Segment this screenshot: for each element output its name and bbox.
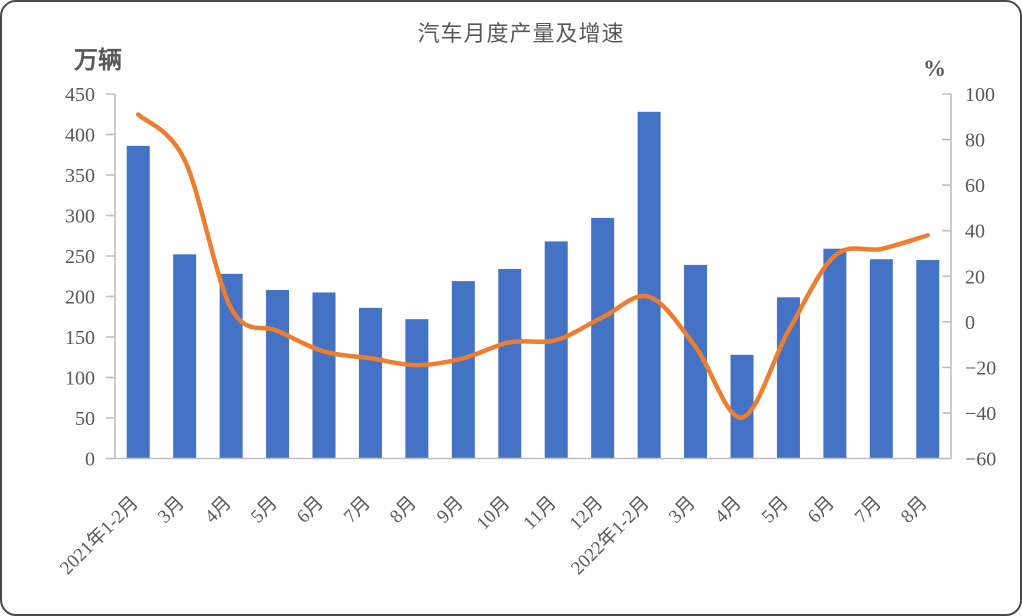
- production-bar: [869, 259, 893, 459]
- right-axis-tick-label: −20: [965, 357, 996, 379]
- right-axis-tick-label: 60: [965, 175, 985, 197]
- production-bar: [312, 292, 336, 459]
- chart-title: 汽车月度产量及增速: [417, 21, 625, 46]
- right-axis-tick-label: −60: [965, 449, 996, 471]
- production-bar: [544, 241, 568, 459]
- left-axis-tick-label: 350: [65, 165, 95, 187]
- left-axis-tick-label: 50: [75, 408, 95, 430]
- production-bar: [126, 145, 150, 459]
- production-bar: [405, 319, 429, 459]
- left-axis-tick-label: 200: [65, 287, 95, 309]
- production-bar: [916, 260, 940, 459]
- production-bar: [730, 354, 754, 459]
- growth-line: [135, 112, 931, 420]
- right-axis-tick-label: 20: [965, 266, 985, 288]
- production-bar: [173, 254, 197, 459]
- right-axis-tick-label: −40: [965, 403, 996, 425]
- left-axis-tick-label: 400: [65, 125, 95, 147]
- left-axis-tick-label: 0: [85, 449, 95, 471]
- right-axis-tick-label: 80: [965, 130, 985, 152]
- left-axis-tick-label: 450: [65, 84, 95, 106]
- left-axis-tick-label: 150: [65, 327, 95, 349]
- production-bar: [684, 264, 708, 459]
- left-axis-unit-label: 万辆: [74, 48, 122, 74]
- production-bar: [498, 268, 522, 459]
- production-bar: [776, 297, 800, 459]
- right-axis-tick-label: 0: [965, 312, 975, 334]
- production-bar: [823, 248, 847, 459]
- left-axis-tick-label: 300: [65, 206, 95, 228]
- production-bar: [358, 307, 382, 459]
- production-bar: [266, 290, 290, 459]
- right-axis-tick-label: 100: [965, 84, 995, 106]
- production-bar: [637, 111, 661, 459]
- right-axis-unit-label: %: [923, 56, 946, 81]
- production-bar: [219, 273, 243, 459]
- left-axis-tick-label: 100: [65, 368, 95, 390]
- production-bar: [591, 217, 615, 459]
- production-bar: [451, 281, 475, 459]
- right-axis-tick-label: 40: [965, 221, 985, 243]
- left-axis-tick-label: 250: [65, 246, 95, 268]
